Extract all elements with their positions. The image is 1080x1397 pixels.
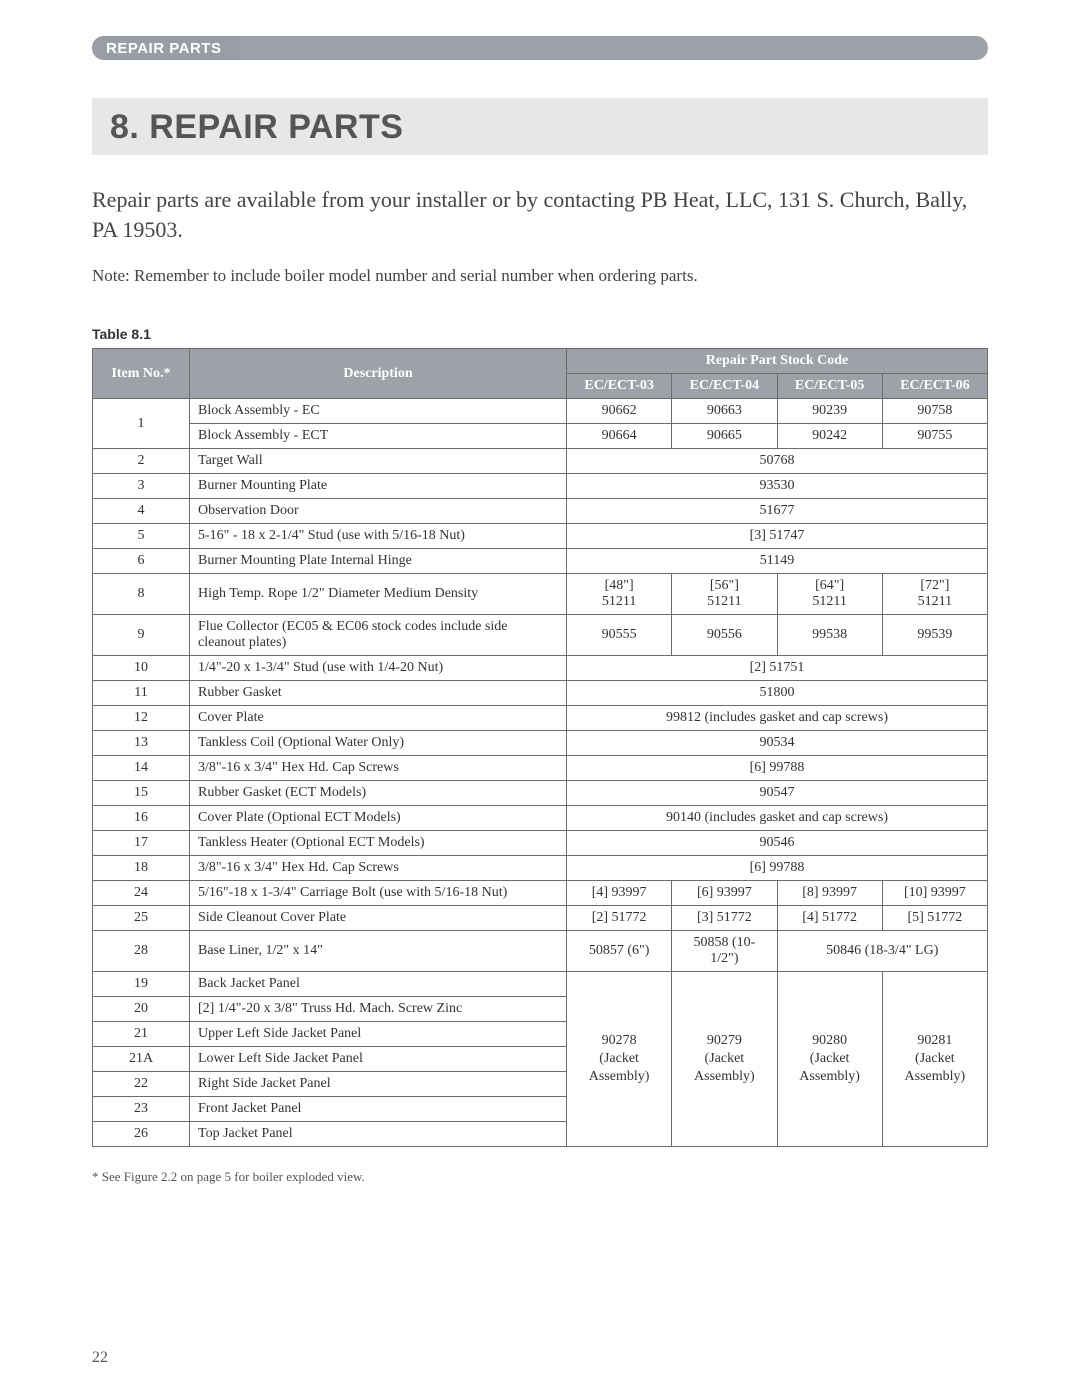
title-band: 8. REPAIR PARTS <box>92 98 988 155</box>
section-tab-label: REPAIR PARTS <box>106 40 221 57</box>
section-bar: REPAIR PARTS <box>92 36 988 60</box>
table-row: 16Cover Plate (Optional ECT Models)90140… <box>93 806 988 831</box>
table-row: 9Flue Collector (EC05 & EC06 stock codes… <box>93 615 988 656</box>
table-row: 245/16"-18 x 1-3/4" Carriage Bolt (use w… <box>93 881 988 906</box>
col-description: Description <box>190 349 567 399</box>
table-row: 2Target Wall50768 <box>93 449 988 474</box>
col-model-2: EC/ECT-05 <box>777 374 882 399</box>
table-row: 13Tankless Coil (Optional Water Only)905… <box>93 731 988 756</box>
table-row: 25Side Cleanout Cover Plate[2] 51772[3] … <box>93 906 988 931</box>
page-number: 22 <box>92 1349 108 1367</box>
table-row: 1Block Assembly - EC90662906639023990758 <box>93 399 988 424</box>
table-row: 143/8"-16 x 3/4" Hex Hd. Cap Screws[6] 9… <box>93 756 988 781</box>
intro-text: Repair parts are available from your ins… <box>92 185 988 244</box>
table-row: 28Base Liner, 1/2" x 14"50857 (6")50858 … <box>93 931 988 972</box>
page-title: 8. REPAIR PARTS <box>110 108 970 147</box>
table-row: 183/8"-16 x 3/4" Hex Hd. Cap Screws[6] 9… <box>93 856 988 881</box>
col-model-1: EC/ECT-04 <box>672 374 777 399</box>
table-row: 101/4"-20 x 1-3/4" Stud (use with 1/4-20… <box>93 656 988 681</box>
table-label: Table 8.1 <box>92 326 988 342</box>
footnote: * See Figure 2.2 on page 5 for boiler ex… <box>92 1169 988 1185</box>
col-item-no: Item No.* <box>93 349 190 399</box>
col-model-3: EC/ECT-06 <box>882 374 987 399</box>
table-row: 12Cover Plate99812 (includes gasket and … <box>93 706 988 731</box>
table-row: 11Rubber Gasket51800 <box>93 681 988 706</box>
table-row: 8High Temp. Rope 1/2" Diameter Medium De… <box>93 574 988 615</box>
parts-table: Item No.*DescriptionRepair Part Stock Co… <box>92 348 988 1147</box>
table-row: 4Observation Door51677 <box>93 499 988 524</box>
table-row: 19Back Jacket Panel90278(Jacket Assembly… <box>93 972 988 997</box>
table-row: 6Burner Mounting Plate Internal Hinge511… <box>93 549 988 574</box>
table-row: 55-16" - 18 x 2-1/4" Stud (use with 5/16… <box>93 524 988 549</box>
col-model-0: EC/ECT-03 <box>567 374 672 399</box>
note-text: Note: Remember to include boiler model n… <box>92 266 988 286</box>
table-row: Block Assembly - ECT90664906659024290755 <box>93 424 988 449</box>
table-row: 17Tankless Heater (Optional ECT Models)9… <box>93 831 988 856</box>
table-row: 3Burner Mounting Plate93530 <box>93 474 988 499</box>
table-row: 15Rubber Gasket (ECT Models)90547 <box>93 781 988 806</box>
section-tab: REPAIR PARTS <box>92 36 241 60</box>
col-stock-code-header: Repair Part Stock Code <box>567 349 988 374</box>
